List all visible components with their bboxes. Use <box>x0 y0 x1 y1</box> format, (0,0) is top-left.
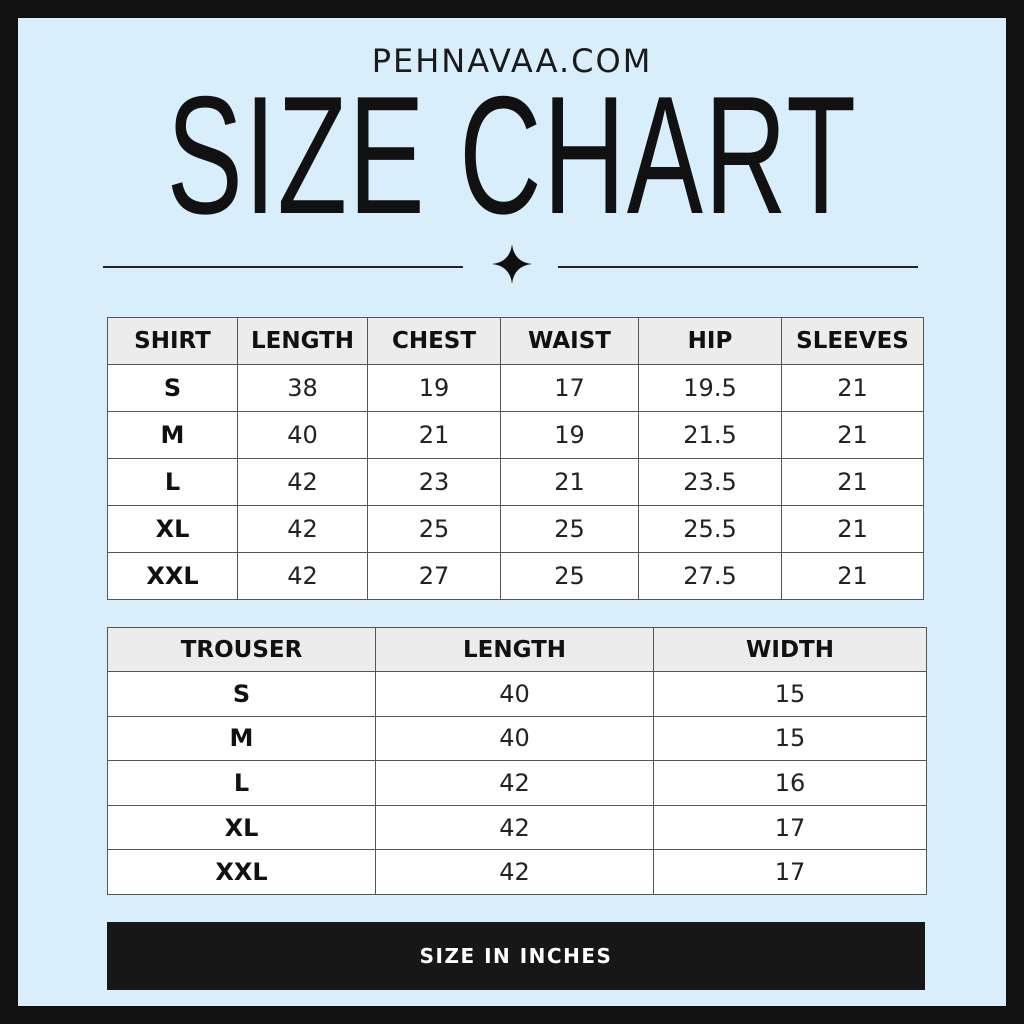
size-label: XL <box>107 505 238 553</box>
table-row: XXL 42 17 <box>107 849 927 895</box>
cell: 23.5 <box>638 458 782 506</box>
column-header: LENGTH <box>237 317 368 365</box>
cell: 25 <box>367 505 501 553</box>
cell: 19 <box>500 411 639 459</box>
cell: 23 <box>367 458 501 506</box>
cell: 21 <box>781 364 924 412</box>
header-row: SHIRT LENGTH CHEST WAIST HIP SLEEVES <box>107 317 924 365</box>
trouser-table: TROUSER LENGTH WIDTH S 40 15 M 40 15 L 42 16 XL 42 17 X… <box>107 627 927 895</box>
divider <box>558 266 918 268</box>
table-row: M 40 21 19 21.5 21 <box>107 411 924 459</box>
cell: 42 <box>237 552 368 600</box>
cell: 21 <box>781 505 924 553</box>
cell: 21.5 <box>638 411 782 459</box>
cell: 42 <box>375 760 654 806</box>
divider <box>103 266 463 268</box>
cell: 19.5 <box>638 364 782 412</box>
cell: 21 <box>367 411 501 459</box>
column-header: HIP <box>638 317 782 365</box>
column-header: WAIST <box>500 317 639 365</box>
cell: 25.5 <box>638 505 782 553</box>
cell: 21 <box>500 458 639 506</box>
cell: 42 <box>375 849 654 895</box>
column-header: LENGTH <box>375 627 654 672</box>
size-label: L <box>107 458 238 506</box>
column-header: CHEST <box>367 317 501 365</box>
size-label: L <box>107 760 376 806</box>
column-header: TROUSER <box>107 627 376 672</box>
cell: 38 <box>237 364 368 412</box>
table-row: S 38 19 17 19.5 21 <box>107 364 924 412</box>
cell: 21 <box>781 411 924 459</box>
table-row: XL 42 25 25 25.5 21 <box>107 505 924 553</box>
title: SIZE CHART <box>166 61 858 249</box>
cell: 25 <box>500 552 639 600</box>
cell: 40 <box>237 411 368 459</box>
table-row: L 42 23 21 23.5 21 <box>107 458 924 506</box>
column-header: SHIRT <box>107 317 238 365</box>
size-label: S <box>107 671 376 717</box>
cell: 17 <box>653 804 927 851</box>
cell: 25 <box>500 505 639 553</box>
cell: 21 <box>781 552 924 600</box>
cell: 42 <box>237 458 368 506</box>
column-header: SLEEVES <box>781 317 924 365</box>
cell: 15 <box>653 671 927 717</box>
cell: 19 <box>367 364 501 412</box>
column-header: WIDTH <box>653 627 927 672</box>
footer-note: SIZE IN INCHES <box>107 922 925 990</box>
size-label: S <box>107 364 238 412</box>
cell: 21 <box>781 458 924 506</box>
cell: 15 <box>653 715 927 762</box>
table-row: M 40 15 <box>107 715 927 762</box>
cell: 27 <box>367 552 501 600</box>
shirt-table: SHIRT LENGTH CHEST WAIST HIP SLEEVES S 38 19 17 19… <box>107 317 924 600</box>
cell: 42 <box>237 505 368 553</box>
table-row: S 40 15 <box>107 671 927 717</box>
cell: 27.5 <box>638 552 782 600</box>
table-row: XXL 42 27 25 27.5 21 <box>107 552 924 600</box>
star-ornament <box>492 244 532 284</box>
size-label: XXL <box>107 552 238 600</box>
table-row: L 42 16 <box>107 760 927 806</box>
cell: 16 <box>653 760 927 806</box>
site-name: PEHNAVAA.COM <box>371 42 653 80</box>
table-row: XL 42 17 <box>107 804 927 851</box>
size-label: XXL <box>107 849 376 895</box>
cell: 42 <box>375 804 654 851</box>
cell: 40 <box>375 671 654 717</box>
size-label: M <box>107 411 238 459</box>
cell: 40 <box>375 715 654 762</box>
size-label: XL <box>107 804 376 851</box>
header-row: TROUSER LENGTH WIDTH <box>107 627 927 672</box>
size-label: M <box>107 715 376 762</box>
cell: 17 <box>500 364 639 412</box>
cell: 17 <box>653 849 927 895</box>
